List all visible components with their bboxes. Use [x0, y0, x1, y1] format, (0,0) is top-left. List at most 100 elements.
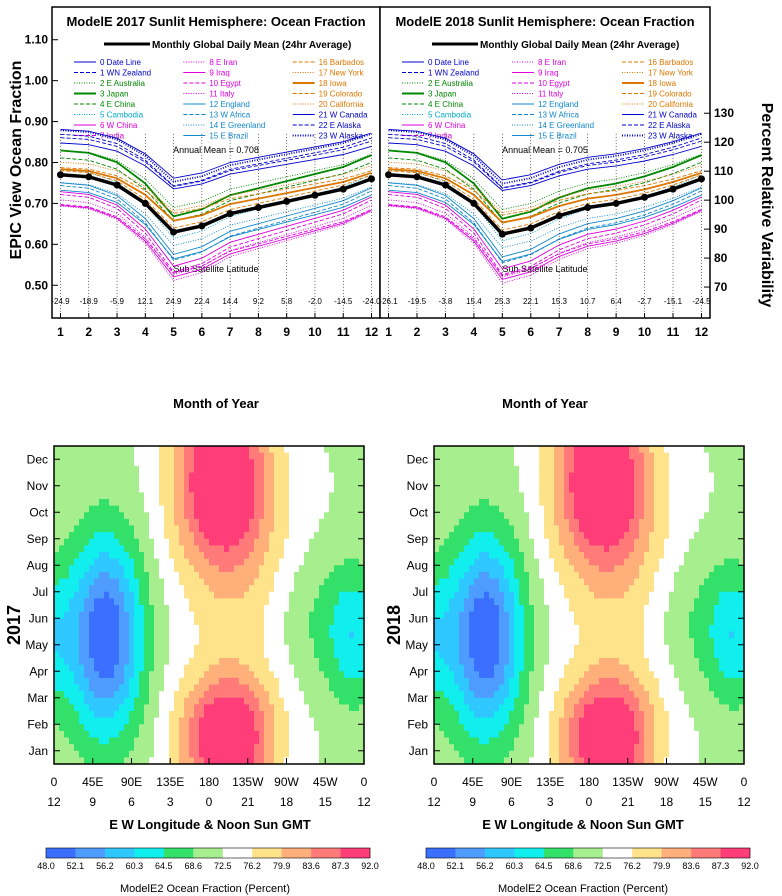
heatmap-cell	[99, 591, 105, 599]
heatmap-cell	[179, 532, 185, 540]
heatmap-cell	[164, 545, 170, 553]
heatmap-cell	[189, 704, 195, 712]
heatmap-cell	[219, 704, 225, 712]
heatmap-cell	[269, 545, 275, 553]
heatmap-cell	[204, 644, 210, 652]
heatmap-cell	[569, 472, 575, 480]
heatmap-cell	[209, 492, 215, 500]
heatmap-cell	[129, 697, 135, 705]
heatmap-cell	[579, 492, 585, 500]
heatmap-cell	[334, 512, 340, 520]
heatmap-cell	[434, 664, 440, 672]
heatmap-cell	[64, 651, 70, 659]
heatmap-cell	[214, 552, 220, 560]
heatmap-cell	[254, 658, 260, 666]
heatmap-cell	[104, 552, 110, 560]
subsat-value: -19.5	[408, 297, 427, 306]
heatmap-cell	[234, 644, 240, 652]
heatmap-cell	[494, 505, 500, 513]
heatmap-cell	[549, 711, 555, 719]
heatmap-cell	[209, 465, 215, 474]
heatmap-cell	[494, 737, 500, 745]
heatmap-cell	[279, 671, 285, 679]
heatmap-cell	[94, 545, 100, 553]
heatmap-cell	[334, 750, 340, 758]
heatmap-cell	[319, 558, 325, 566]
series-line	[60, 205, 372, 282]
heatmap-cell	[284, 565, 290, 573]
heatmap-cell	[459, 717, 465, 725]
heatmap-cell	[174, 585, 180, 593]
heatmap-cell	[324, 684, 330, 692]
heatmap-cell	[269, 757, 275, 765]
heatmap-cell	[184, 578, 190, 586]
heatmap-cell	[179, 446, 185, 454]
heatmap-cell	[344, 452, 350, 460]
heatmap-cell	[124, 545, 130, 553]
heatmap-cell	[529, 711, 535, 719]
heatmap-cell	[199, 711, 205, 719]
heatmap-cell	[99, 446, 105, 454]
heatmap-cell	[564, 677, 570, 686]
heatmap-cell	[554, 697, 560, 705]
legend-entry: 17 New York	[648, 69, 694, 78]
heatmap-cell	[439, 446, 445, 454]
heatmap-cell	[154, 730, 160, 739]
heatmap-cell	[114, 578, 120, 586]
heatmap-cell	[229, 532, 235, 540]
heatmap-cell	[229, 611, 235, 619]
heatmap-cell	[509, 684, 515, 692]
heatmap-cell	[479, 525, 485, 533]
heatmap-cell	[264, 691, 270, 699]
heatmap-cell	[79, 717, 85, 725]
heatmap-cell	[59, 605, 65, 613]
heatmap-cell	[104, 730, 110, 739]
heatmap-cell	[279, 545, 285, 553]
heatmap-cell	[584, 518, 590, 527]
heatmap-cell	[469, 565, 475, 573]
heatmap-cell	[229, 744, 235, 752]
heatmap-cell	[279, 605, 285, 613]
heatmap-cell	[469, 499, 475, 507]
heatmap-cell	[79, 525, 85, 533]
heatmap-cell	[569, 512, 575, 520]
heatmap-cell	[449, 538, 455, 546]
heatmap-cell	[99, 465, 105, 474]
heatmap-cell	[64, 552, 70, 560]
heatmap-cell	[114, 671, 120, 679]
heatmap-cell	[154, 585, 160, 593]
heatmap-cell	[284, 624, 290, 633]
heatmap-cell	[314, 452, 320, 460]
heatmap-cell	[494, 571, 500, 580]
heatmap-cell	[529, 671, 535, 679]
heatmap-cell	[264, 598, 270, 606]
heatmap-cell	[529, 651, 535, 659]
heatmap-cell	[464, 638, 470, 646]
heatmap-cell	[174, 611, 180, 619]
heatmap-cell	[259, 624, 265, 633]
heatmap-cell	[444, 724, 450, 732]
heatmap-cell	[239, 691, 245, 699]
heatmap-cell	[124, 605, 130, 613]
heatmap-cell	[454, 724, 460, 732]
heatmap-cell	[549, 717, 555, 725]
heatmap-cell	[524, 565, 530, 573]
heatmap-cell	[174, 452, 180, 460]
subsat-value: 14.4	[222, 297, 238, 306]
series-line	[388, 204, 702, 277]
heatmap-cell	[254, 532, 260, 540]
heatmap-cell	[339, 691, 345, 699]
heatmap-cell	[589, 658, 595, 666]
heatmap-cell	[574, 459, 580, 467]
heatmap-cell	[294, 565, 300, 573]
heatmap-cell	[549, 737, 555, 745]
heatmap-cell	[79, 591, 85, 599]
heatmap-cell	[434, 724, 440, 732]
heatmap-cell	[59, 684, 65, 692]
heatmap-cell	[114, 558, 120, 566]
heatmap-cell	[124, 565, 130, 573]
heatmap-cell	[289, 651, 295, 659]
heatmap-cell	[344, 571, 350, 580]
heatmap-cell	[179, 618, 185, 626]
heatmap-cell	[234, 711, 240, 719]
